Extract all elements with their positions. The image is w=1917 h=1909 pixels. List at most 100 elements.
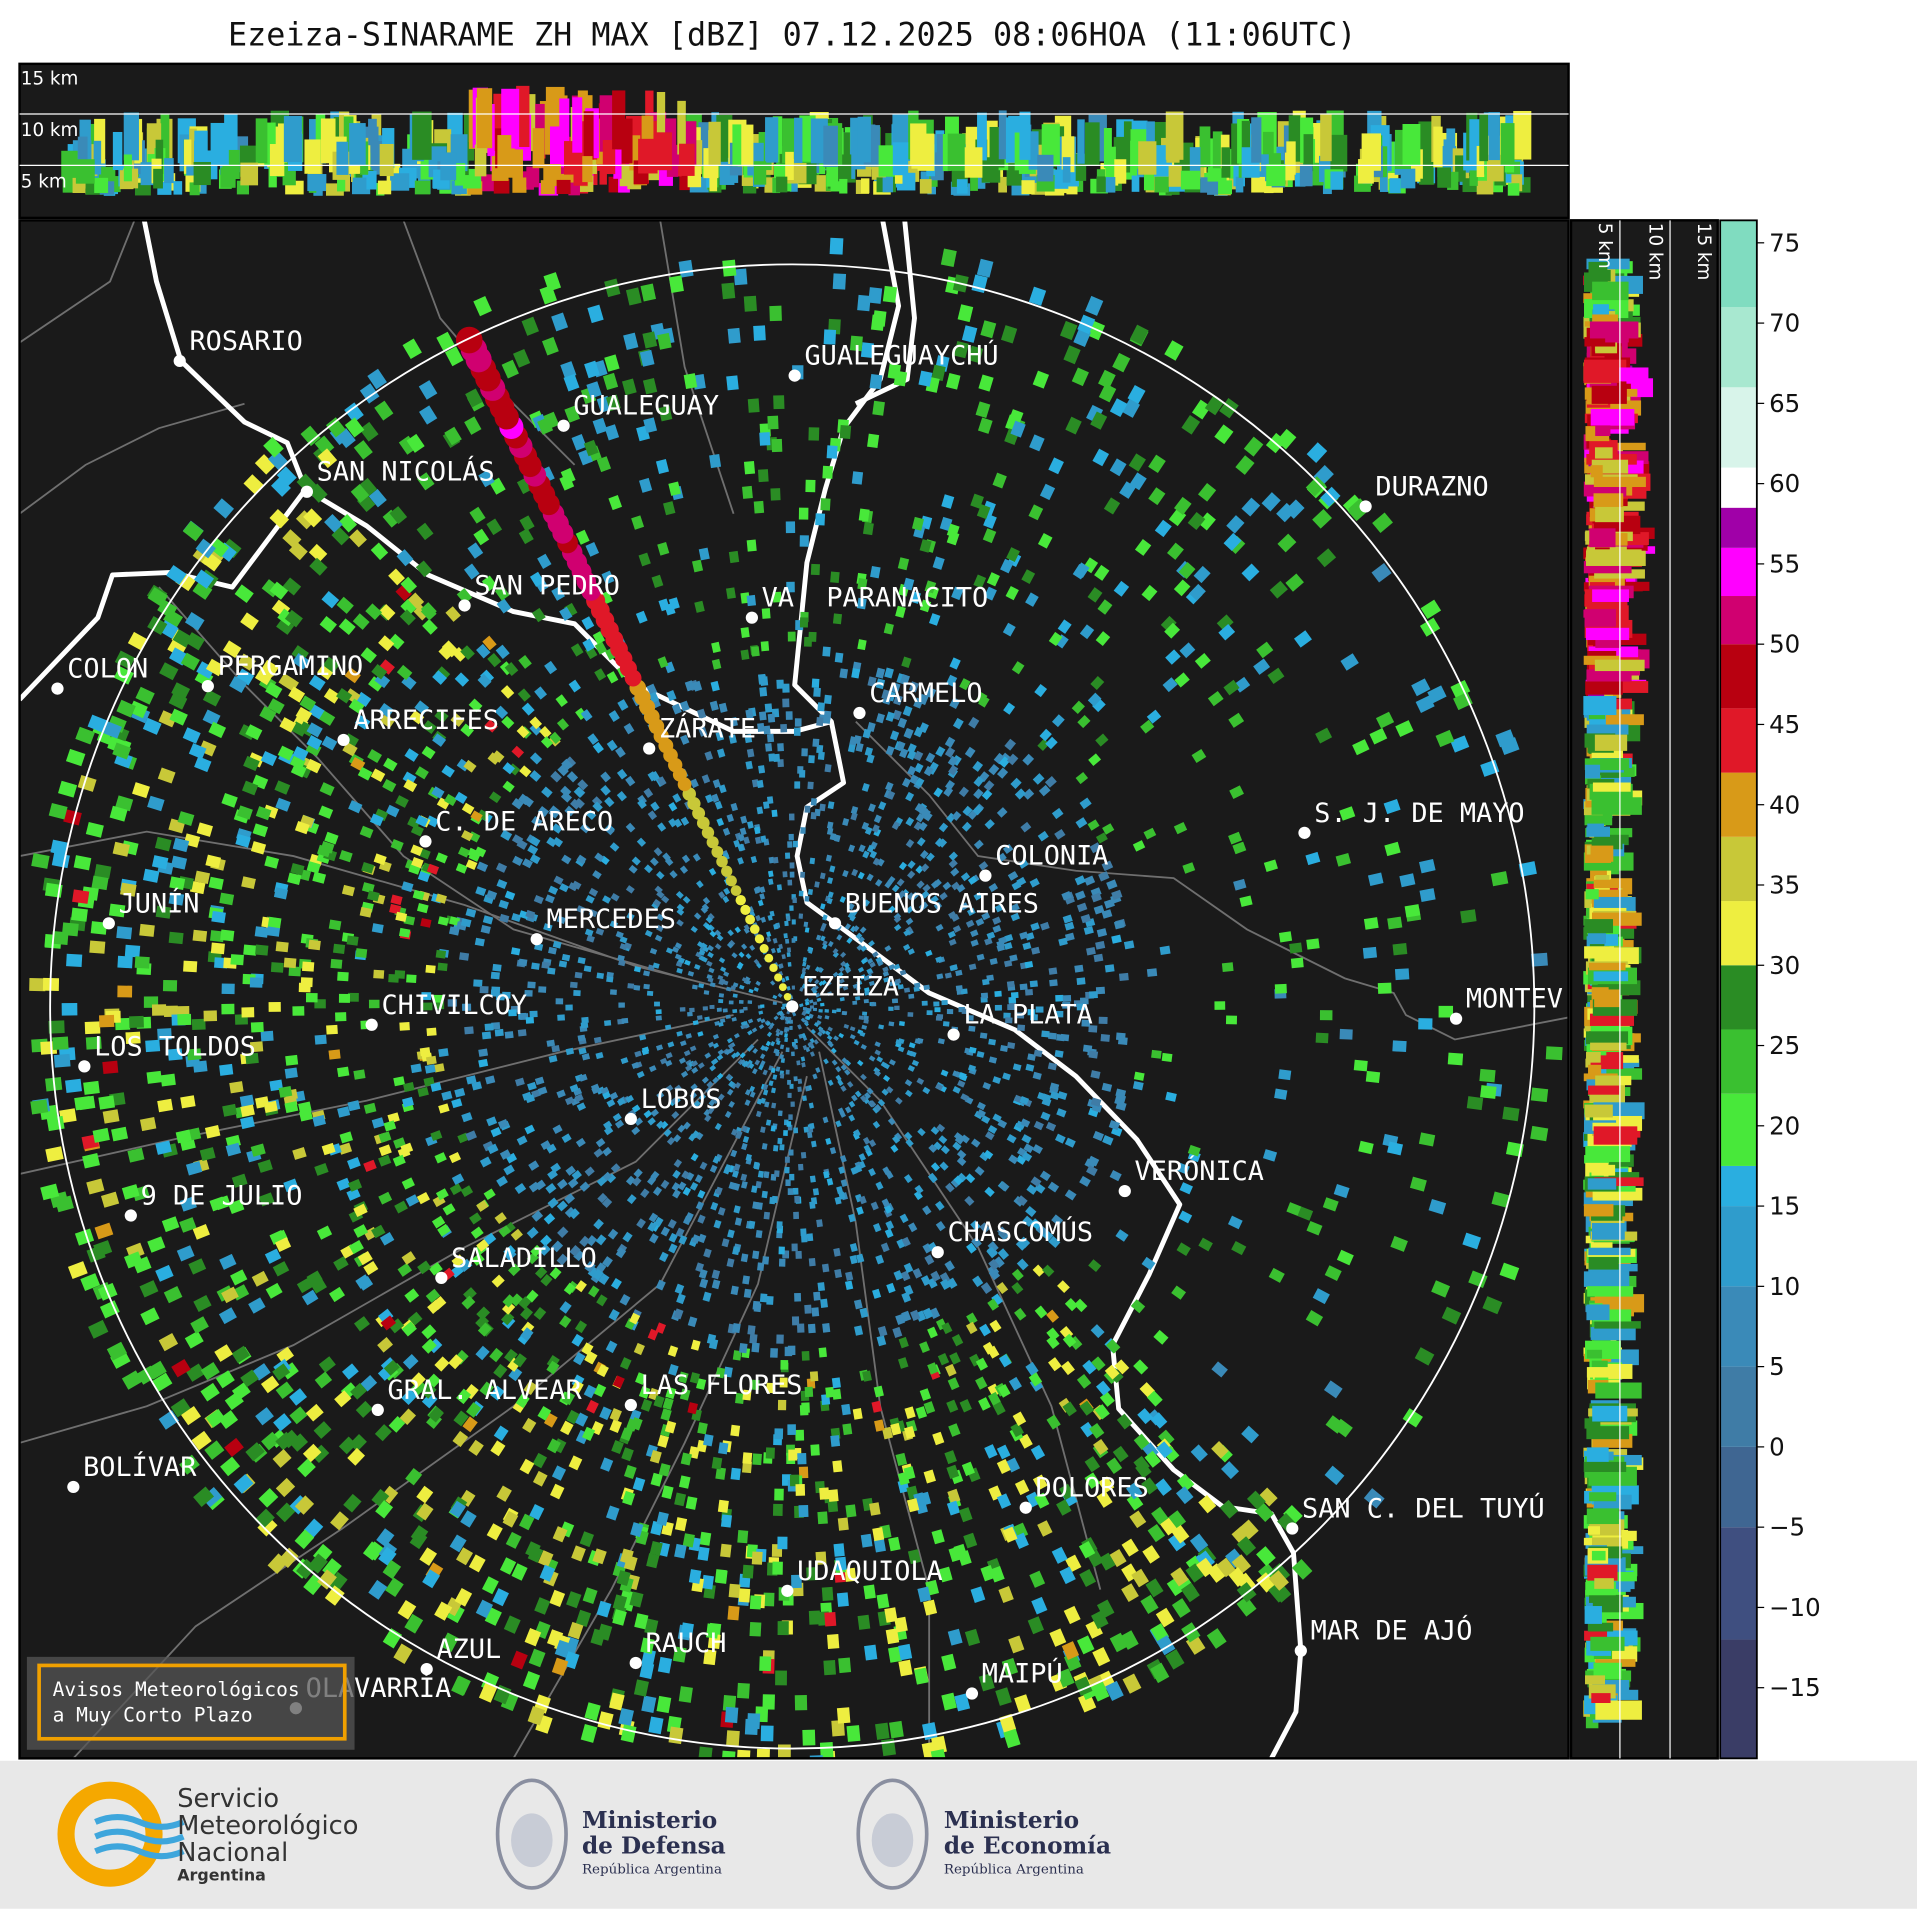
echo [314, 1371, 333, 1389]
echo [760, 1060, 766, 1067]
echo [741, 1461, 752, 1474]
echo [114, 650, 136, 670]
echo [518, 1296, 532, 1310]
echo [398, 435, 418, 455]
echo [230, 954, 244, 966]
echo [1084, 1158, 1097, 1170]
echo [1019, 983, 1028, 991]
echo [674, 953, 682, 961]
echo [826, 821, 834, 830]
echo [497, 1118, 509, 1129]
echo [730, 1128, 738, 1136]
echo [758, 1023, 765, 1030]
echo [1129, 324, 1149, 345]
echo [477, 809, 490, 821]
echo [632, 1477, 646, 1492]
echo [744, 1718, 759, 1735]
echo [794, 718, 802, 727]
profile-echo [1488, 112, 1500, 161]
echo [510, 947, 521, 956]
echo [930, 1162, 941, 1172]
echo [1081, 1019, 1091, 1027]
echo [481, 575, 497, 592]
echo [1253, 658, 1271, 675]
echo [431, 1215, 446, 1229]
echo [718, 998, 724, 1004]
echo [112, 841, 130, 857]
echo [1419, 888, 1436, 902]
echo [1098, 1476, 1115, 1494]
echo [305, 1403, 324, 1422]
echo [976, 504, 991, 520]
echo [1228, 712, 1245, 728]
echo [220, 929, 235, 942]
echo [992, 916, 1002, 925]
echo [1143, 827, 1157, 840]
echo [976, 1101, 986, 1111]
echo [606, 671, 619, 684]
echo [603, 1126, 614, 1136]
echo [113, 666, 134, 685]
echo [492, 1588, 509, 1607]
echo [604, 354, 620, 372]
echo [543, 272, 562, 292]
echo [903, 1174, 913, 1184]
echo [733, 1032, 740, 1039]
echo [774, 1488, 784, 1501]
echo [656, 1120, 665, 1129]
echo [186, 1048, 202, 1061]
echo [873, 1223, 882, 1233]
echo [145, 1039, 161, 1053]
echo [702, 1006, 708, 1011]
echo [770, 980, 776, 986]
echo [947, 930, 956, 939]
echo [875, 678, 886, 690]
echo [643, 983, 650, 990]
echo [1055, 1010, 1064, 1018]
echo [556, 718, 570, 731]
echo [1064, 921, 1075, 931]
echo [486, 1523, 503, 1541]
echo [631, 856, 641, 866]
echo [565, 1047, 575, 1056]
echo [1148, 487, 1166, 506]
echo [529, 836, 541, 847]
echo [763, 1046, 769, 1052]
profile-echo [1358, 159, 1374, 184]
echo [1033, 1049, 1043, 1058]
echo [1460, 909, 1477, 924]
profile-echo [1168, 165, 1182, 187]
echo [115, 795, 134, 812]
profile-echo [390, 173, 410, 191]
echo [194, 870, 211, 885]
echo [561, 953, 571, 962]
echo [801, 967, 807, 973]
city-dot [530, 933, 543, 946]
echo [720, 1514, 733, 1528]
echo [553, 875, 564, 885]
echo [302, 1443, 322, 1463]
echo [776, 947, 782, 954]
echo [1016, 1258, 1029, 1271]
echo [819, 1487, 830, 1500]
echo [893, 1270, 903, 1281]
echo [1109, 1632, 1128, 1653]
echo [701, 903, 710, 911]
echo [875, 713, 885, 724]
echo [337, 1106, 351, 1118]
echo [650, 770, 660, 782]
echo [867, 433, 880, 449]
echo [1216, 614, 1234, 632]
echo [694, 600, 705, 613]
echo [868, 287, 883, 304]
echo [240, 1104, 255, 1118]
echo [160, 1073, 176, 1087]
echo [860, 1073, 867, 1081]
profile-echo [1400, 168, 1416, 189]
echo [74, 1095, 92, 1111]
echo [584, 1702, 601, 1721]
echo [856, 1059, 864, 1067]
echo-ray [706, 836, 719, 849]
echo [1046, 1309, 1060, 1323]
echo [316, 1225, 333, 1240]
